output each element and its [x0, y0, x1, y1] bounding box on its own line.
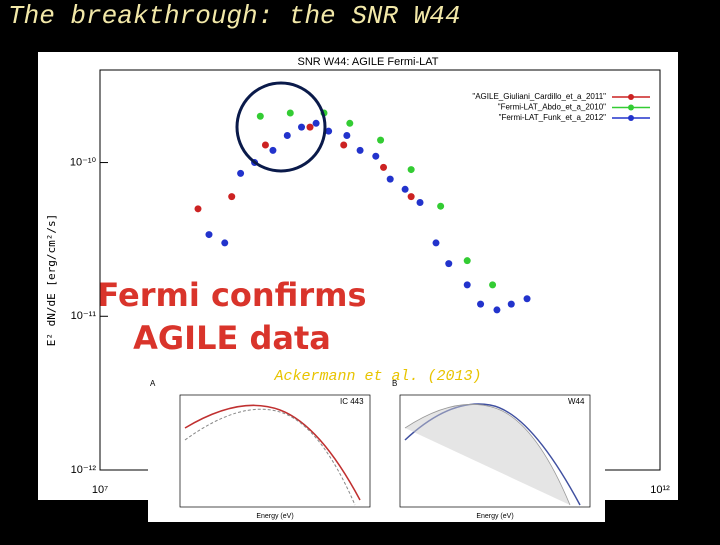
data-point — [325, 127, 333, 135]
y-axis-label: E² dN/dE [erg/cm²/s] — [45, 214, 58, 346]
y-tick-label: 10⁻¹² — [71, 464, 97, 476]
inset-band — [404, 403, 571, 506]
plot: 10⁷ 10¹² 10⁻¹² 10⁻¹¹ 10⁻¹⁰ "AGILE_Giuliani_Ca… — [70, 92, 670, 496]
y-tick-label: 10⁻¹⁰ — [70, 156, 97, 168]
data-point — [523, 295, 531, 303]
chart-title: SNR W44: AGILE Fermi-LAT — [298, 56, 439, 68]
legend-marker — [628, 104, 634, 111]
data-point — [401, 185, 409, 193]
data-point — [340, 141, 348, 149]
data-point — [493, 306, 501, 314]
data-point — [407, 193, 415, 201]
callout: Fermi confirms — [97, 276, 366, 314]
inset-title: IC 443 — [340, 397, 364, 406]
data-point — [269, 146, 277, 154]
inset-left: A IC 443 Energy (eV) — [150, 379, 371, 520]
data-point — [346, 119, 354, 127]
data-point — [407, 166, 415, 174]
inset-curve — [184, 404, 361, 501]
y-tick-label: 10⁻¹¹ — [71, 310, 97, 322]
data-point — [283, 131, 291, 139]
data-point — [237, 169, 245, 177]
legend-label: "AGILE_Giuliani_Cardillo_et_a_2011" — [472, 92, 606, 101]
legend-marker — [628, 115, 634, 121]
data-point — [437, 202, 445, 210]
data-point — [356, 146, 364, 154]
data-point — [343, 131, 351, 139]
data-point — [261, 141, 269, 149]
data-point — [312, 119, 320, 127]
data-point — [386, 175, 394, 183]
slide-title: The breakthrough: the SNR W44 — [8, 1, 460, 31]
data-point — [228, 193, 236, 201]
data-point — [205, 231, 213, 239]
inset-frame — [399, 394, 591, 508]
data-point — [298, 123, 306, 131]
data-point — [416, 198, 424, 206]
inset-tag: A — [150, 379, 156, 388]
legend-marker — [628, 94, 634, 100]
data-point — [432, 239, 440, 247]
legend-label: "Fermi-LAT_Funk_et_a_2012" — [499, 113, 607, 122]
data-point — [221, 239, 229, 247]
data-point — [256, 112, 264, 120]
data-point — [194, 205, 202, 213]
data-point — [286, 109, 294, 117]
data-point — [306, 123, 314, 131]
citation: Ackermann et al. (2013) — [273, 368, 481, 385]
data-point — [463, 281, 471, 289]
x-tick-label: 10¹² — [650, 484, 670, 496]
data-point — [377, 136, 385, 144]
inset-frame — [179, 394, 371, 508]
inset-curve — [184, 408, 356, 506]
data-point — [372, 152, 380, 160]
data-point — [380, 163, 388, 171]
highlight-circle — [235, 81, 327, 173]
data-point — [463, 257, 471, 265]
legend-label: "Fermi-LAT_Abdo_et_a_2010" — [498, 103, 606, 112]
inset-right: B W44 Energy (eV) — [392, 379, 591, 520]
data-point — [507, 300, 515, 308]
callout: AGILE data — [133, 319, 331, 357]
data-point — [445, 260, 453, 268]
x-tick-label: 10⁷ — [92, 484, 108, 496]
inset-tag: B — [392, 379, 397, 388]
data-point — [477, 300, 485, 308]
data-point — [489, 281, 497, 289]
inset-title: W44 — [568, 397, 585, 406]
inset-x-label: Energy (eV) — [256, 513, 293, 520]
inset-x-label: Energy (eV) — [476, 513, 513, 520]
